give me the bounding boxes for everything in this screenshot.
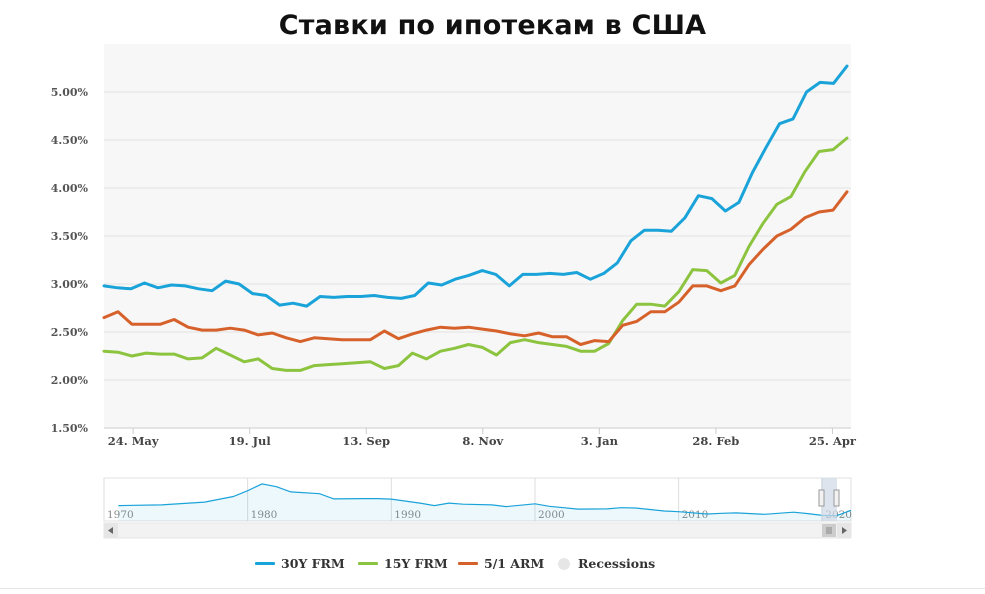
legend-label-15y: 15Y FRM <box>384 556 448 571</box>
x-tick-label: 8. Nov <box>462 434 503 448</box>
scroll-right-arrow-icon <box>842 527 847 534</box>
legend-swatch-15y <box>358 562 378 565</box>
y-axis: 1.50% 2.00% 2.50% 3.00% 3.50% 4.00% 4.50% 5.00% <box>51 86 89 435</box>
navigator-line <box>118 483 852 517</box>
y-tick-label: 4.00% <box>51 182 89 195</box>
legend-item-arm[interactable]: 5/1 ARM <box>458 556 544 571</box>
y-tick-label: 4.50% <box>51 134 89 147</box>
grip-icon <box>826 527 832 534</box>
x-tick-label: 13. Sep <box>342 434 390 448</box>
recessions-dot-icon <box>558 557 570 570</box>
navigator-selection[interactable] <box>821 478 837 521</box>
navigator-tick-label: 2000 <box>538 509 565 521</box>
y-tick-label: 2.00% <box>51 374 89 387</box>
chart-title: Ставки по ипотекам в США <box>278 10 707 41</box>
x-tick-label: 24. May <box>108 434 159 448</box>
legend-item-30y[interactable]: 30Y FRM <box>255 556 345 571</box>
series-line-1[interactable] <box>102 136 849 372</box>
x-tick-label: 25. Apr <box>809 434 857 448</box>
y-tick-label: 2.50% <box>51 326 89 339</box>
x-axis: 24. May 19. Jul 13. Sep 8. Nov 3. Jan 28. Feb… <box>108 428 857 448</box>
legend-item-recessions[interactable]: Recessions <box>558 556 655 571</box>
legend-label-arm: 5/1 ARM <box>484 556 545 571</box>
navigator-frame[interactable] <box>103 477 852 522</box>
navigator-handle-right[interactable] <box>833 489 840 507</box>
scrollbar-track[interactable] <box>103 522 852 539</box>
y-tick-label: 1.50% <box>51 422 89 435</box>
y-tick-label: 3.00% <box>51 278 89 291</box>
navigator-tick-label: 1980 <box>251 509 278 521</box>
y-tick-label: 5.00% <box>51 86 89 99</box>
legend-label-30y: 30Y FRM <box>281 556 345 571</box>
scroll-left-arrow-icon <box>108 527 113 534</box>
series-line-2[interactable] <box>102 190 849 346</box>
footer-divider <box>0 588 985 589</box>
x-tick-label: 28. Feb <box>692 434 739 448</box>
legend: 30Y FRM 15Y FRM 5/1 ARM Recessions <box>0 556 985 576</box>
legend-swatch-30y <box>255 562 275 565</box>
navigator-tick-label: 1970 <box>107 509 134 521</box>
navigator-tick-label: 1990 <box>394 509 421 521</box>
gridlines <box>104 91 851 429</box>
x-tick-label: 19. Jul <box>229 434 272 448</box>
navigator-handle-left[interactable] <box>818 489 825 507</box>
series-lines[interactable] <box>102 64 849 372</box>
legend-item-15y[interactable]: 15Y FRM <box>358 556 448 571</box>
y-tick-label: 3.50% <box>51 230 89 243</box>
legend-label-recessions: Recessions <box>578 556 656 571</box>
x-tick-label: 3. Jan <box>581 434 619 448</box>
series-line-0[interactable] <box>102 64 849 308</box>
legend-swatch-arm <box>458 562 478 565</box>
